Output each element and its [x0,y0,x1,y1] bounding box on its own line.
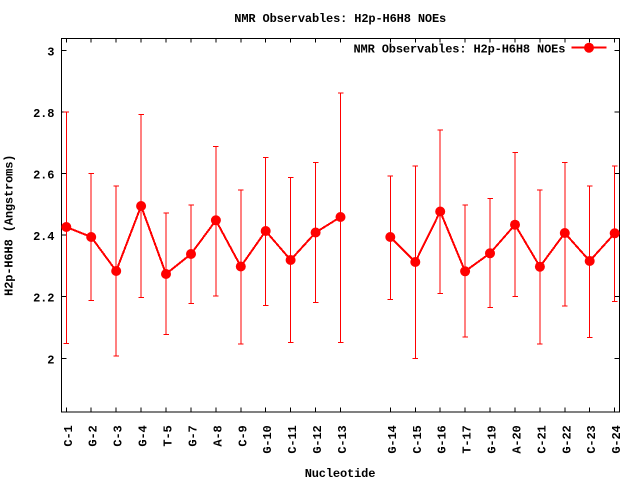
svg-text:A-8: A-8 [211,425,225,446]
svg-text:C-9: C-9 [236,425,250,446]
svg-text:G-24: G-24 [610,425,624,453]
svg-text:G-19: G-19 [486,425,500,453]
svg-text:2.6: 2.6 [33,169,54,183]
svg-text:G-12: G-12 [311,425,325,453]
svg-text:NMR Observables: H2p-H6H8 NOEs: NMR Observables: H2p-H6H8 NOEs [353,42,565,56]
svg-text:G-4: G-4 [137,425,151,446]
svg-text:2.4: 2.4 [33,230,54,244]
svg-text:3: 3 [47,45,54,59]
svg-text:C-15: C-15 [411,425,425,453]
svg-text:G-22: G-22 [560,425,574,453]
svg-text:Nucleotide: Nucleotide [305,467,376,480]
svg-text:G-2: G-2 [87,425,101,446]
svg-text:G-10: G-10 [261,425,275,453]
svg-text:A-20: A-20 [511,425,525,453]
svg-text:G-14: G-14 [386,425,400,453]
svg-text:2.8: 2.8 [33,107,54,121]
svg-text:T-17: T-17 [461,425,475,453]
svg-text:C-11: C-11 [286,425,300,453]
svg-text:C-13: C-13 [336,425,350,453]
svg-text:2.2: 2.2 [33,292,54,306]
svg-text:2: 2 [47,353,54,367]
svg-text:C-3: C-3 [112,425,126,446]
svg-text:T-5: T-5 [162,425,176,446]
svg-text:C-23: C-23 [585,425,599,453]
svg-text:NMR Observables: H2p-H6H8 NOEs: NMR Observables: H2p-H6H8 NOEs [234,12,446,26]
svg-text:C-21: C-21 [535,425,549,453]
svg-text:C-1: C-1 [62,425,76,446]
svg-text:G-7: G-7 [187,425,201,446]
svg-text:G-16: G-16 [436,425,450,453]
svg-text:H2p-H6H8 (Angstroms): H2p-H6H8 (Angstroms) [2,155,16,296]
